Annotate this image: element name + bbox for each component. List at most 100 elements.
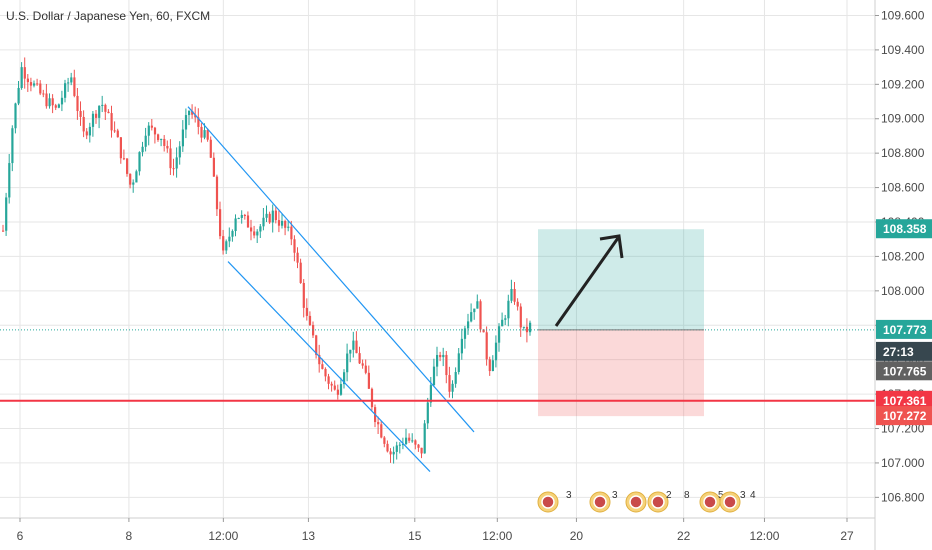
candle-body xyxy=(91,113,95,127)
event-count: 3 xyxy=(612,490,618,501)
event-count: 3 xyxy=(740,490,746,501)
candle-body xyxy=(364,365,367,373)
candle-body xyxy=(153,127,157,135)
candle-body xyxy=(172,168,175,170)
candle-body xyxy=(504,318,507,320)
candle-body xyxy=(33,83,36,86)
time-axis[interactable]: 6 8 12:00 13 15 12:00 20 22 12:00 27 xyxy=(0,517,875,543)
time-tick-label: 27 xyxy=(840,529,854,543)
candle-body xyxy=(135,171,138,183)
candle-body xyxy=(253,231,256,236)
candle-body xyxy=(79,111,82,117)
event-count: 4 xyxy=(750,490,756,501)
price-axis[interactable]: 109.600 109.400 109.200 109.000 108.800 108.6… xyxy=(874,0,932,550)
time-tick-label: 20 xyxy=(570,529,584,543)
candle-body xyxy=(411,440,414,442)
candle-body xyxy=(250,227,253,232)
flag-emblem-icon xyxy=(723,495,737,509)
candle-body xyxy=(296,252,299,263)
candle-body xyxy=(442,354,445,358)
countdown-price-tag xyxy=(876,341,932,361)
candle-body xyxy=(308,315,312,326)
candle-body xyxy=(268,213,271,223)
candle-body xyxy=(529,322,532,333)
candle-body xyxy=(160,138,163,140)
candle-body xyxy=(73,77,76,96)
candle-body xyxy=(95,113,98,118)
time-tick-label: 8 xyxy=(126,529,133,543)
price-tick-label: 108.800 xyxy=(881,146,925,160)
candle-body xyxy=(23,67,26,79)
candle-body xyxy=(42,93,45,95)
candle-body xyxy=(39,83,42,94)
candle-body xyxy=(181,129,184,147)
candle-body xyxy=(451,383,454,392)
candle-body xyxy=(420,447,423,454)
channel-lower-line xyxy=(227,261,431,472)
candle-body xyxy=(516,301,519,307)
candle-body xyxy=(150,125,153,128)
price-tick-label: 109.200 xyxy=(881,77,925,91)
candle-body xyxy=(197,117,200,127)
candle-body xyxy=(51,98,54,106)
candle-body xyxy=(209,139,212,158)
time-tick-label: 12:00 xyxy=(208,529,238,543)
time-tick-label: 15 xyxy=(408,529,422,543)
candle-body xyxy=(234,218,237,232)
candle-body xyxy=(507,300,510,319)
candle-body xyxy=(126,158,129,174)
candle-body xyxy=(352,340,355,350)
candle-body xyxy=(457,353,460,373)
candle-body xyxy=(454,372,457,384)
candle-body xyxy=(408,437,411,441)
candle-body xyxy=(219,209,222,237)
trend-arrow-head xyxy=(599,234,624,259)
candle-body xyxy=(122,158,126,160)
candle-body xyxy=(26,78,29,83)
trend-arrow-shaft xyxy=(554,237,620,327)
candle-body xyxy=(519,306,522,328)
candle-body xyxy=(432,366,436,386)
event-count: 8 xyxy=(684,490,690,501)
candle-body xyxy=(429,385,432,403)
candle-body xyxy=(395,445,398,452)
candle-body xyxy=(448,375,451,392)
event-count: 5 xyxy=(718,490,724,501)
candle-body xyxy=(445,354,448,376)
candle-body xyxy=(482,329,485,333)
candle-body xyxy=(203,130,206,138)
candle-body xyxy=(321,364,324,369)
candle-body xyxy=(104,104,107,112)
candle-body xyxy=(302,282,305,308)
candlesticks xyxy=(2,57,532,464)
bid-price-tag xyxy=(876,361,932,381)
candle-body xyxy=(513,288,516,302)
candle-body xyxy=(119,137,122,159)
candle-body xyxy=(315,335,318,355)
price-tick-label: 109.600 xyxy=(881,8,925,22)
candle-body xyxy=(144,135,147,147)
price-tick-label: 108.000 xyxy=(881,284,925,298)
candle-body xyxy=(166,145,169,149)
candle-body xyxy=(287,226,290,228)
flag-emblem-icon xyxy=(703,495,717,509)
candle-body xyxy=(110,113,113,131)
candle-body xyxy=(132,182,135,185)
candle-body xyxy=(141,146,144,153)
candle-body xyxy=(225,241,228,251)
candle-body xyxy=(370,388,374,408)
candle-body xyxy=(5,197,8,231)
candle-body xyxy=(113,130,116,132)
candle-body xyxy=(346,353,349,373)
candle-body xyxy=(20,67,23,88)
chart-grid xyxy=(0,0,875,518)
candle-body xyxy=(398,444,401,446)
candle-body xyxy=(274,210,277,221)
candle-body xyxy=(281,221,284,226)
candle-body xyxy=(101,104,104,106)
flag-emblem-icon xyxy=(541,495,555,509)
candle-body xyxy=(206,130,209,140)
drawings[interactable] xyxy=(0,106,875,472)
